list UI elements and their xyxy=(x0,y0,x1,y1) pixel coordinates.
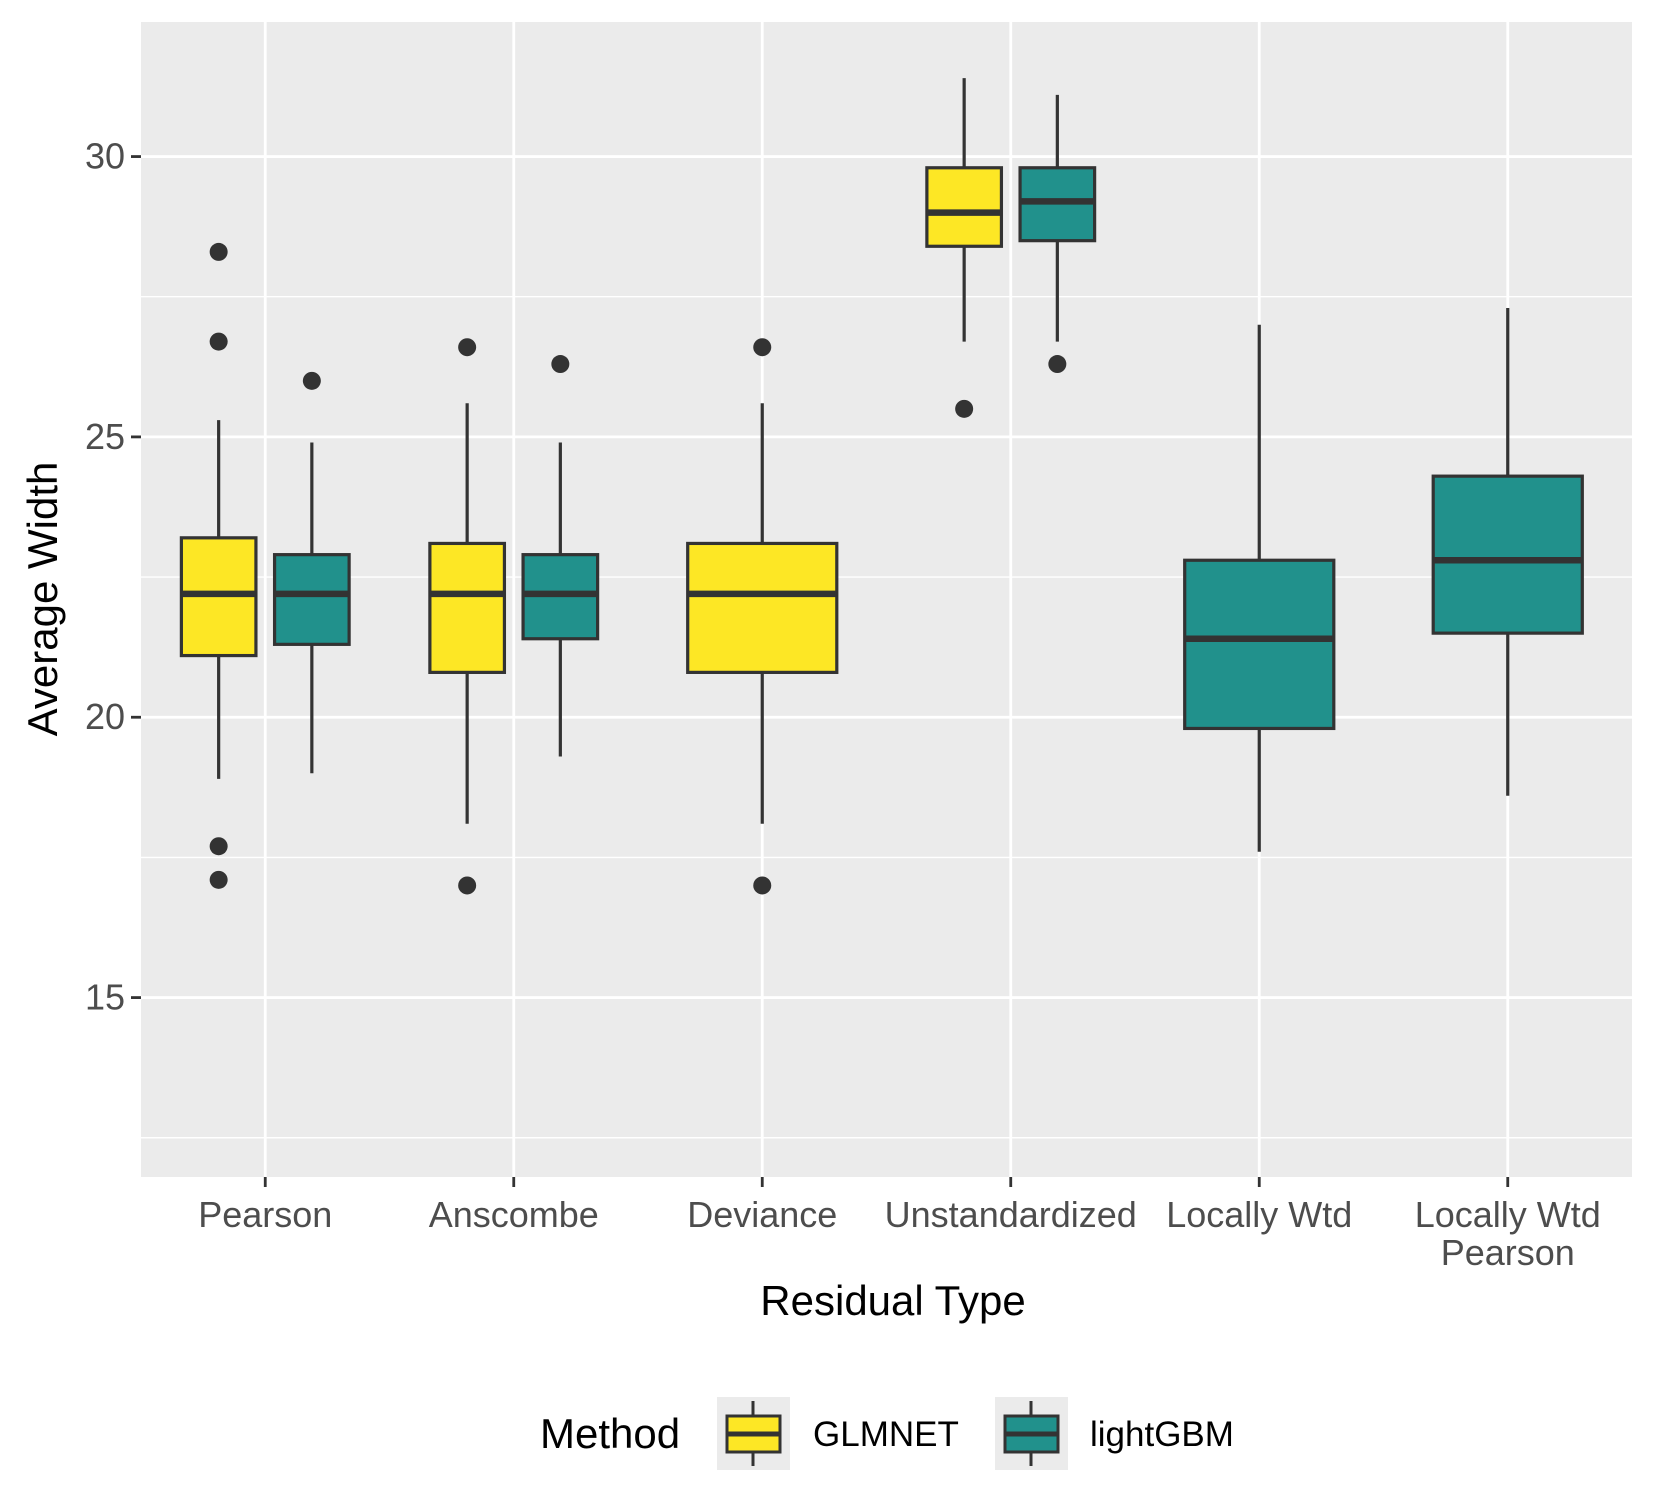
outlier-point-glmnet-0-2 xyxy=(209,837,228,856)
box-lightgbm-1 xyxy=(521,355,600,757)
box-body-glmnet-2 xyxy=(686,541,839,674)
outlier-point-glmnet-0-3 xyxy=(209,870,228,889)
y-tick-label-2: 25 xyxy=(85,416,125,457)
outlier-point-lightgbm-1-0 xyxy=(551,355,570,374)
y-tick-label-0: 15 xyxy=(85,977,125,1018)
outlier-point-glmnet-1-0 xyxy=(458,338,477,357)
outlier-point-glmnet-3-0 xyxy=(955,399,974,418)
x-tick-label-0: Pearson xyxy=(198,1194,332,1235)
box-glmnet-3 xyxy=(925,78,1004,418)
y-axis: 15 20 25 30 xyxy=(85,136,141,1018)
x-axis: Pearson Anscombe Deviance Unstandardized Loc… xyxy=(198,1177,1601,1273)
outlier-point-lightgbm-2-0 xyxy=(1048,355,1067,374)
box-lightgbm-2 xyxy=(1018,94,1097,374)
box-lightgbm-3 xyxy=(1183,324,1336,852)
legend-label-lightgbm: lightGBM xyxy=(1090,1415,1234,1454)
x-tick-label-5: Locally Wtd Pearson xyxy=(1415,1194,1601,1273)
box-body-lightgbm-3 xyxy=(1183,558,1336,731)
x-tick-label-4: Locally Wtd xyxy=(1166,1194,1352,1235)
outlier-point-glmnet-2-1 xyxy=(753,876,772,895)
box-glmnet-1 xyxy=(428,338,507,895)
x-tick-label-3: Unstandardized xyxy=(885,1194,1137,1235)
x-axis-title: Residual Type xyxy=(760,1277,1025,1324)
legend: Method GLMNET lightGBM xyxy=(540,1397,1234,1470)
box-body-lightgbm-0 xyxy=(272,553,351,646)
box-glmnet-2 xyxy=(686,338,839,895)
box-lightgbm-0 xyxy=(272,371,351,774)
legend-title: Method xyxy=(540,1410,680,1457)
outlier-point-glmnet-1-1 xyxy=(458,876,477,895)
y-tick-label-3: 30 xyxy=(85,136,125,177)
legend-key-lightgbm xyxy=(995,1397,1068,1470)
outlier-point-glmnet-0-0 xyxy=(209,242,228,261)
minor-gridlines xyxy=(141,296,1632,1139)
legend-label-glmnet: GLMNET xyxy=(813,1415,959,1454)
outlier-point-lightgbm-0-0 xyxy=(302,371,321,390)
box-glmnet-0 xyxy=(179,242,258,889)
x-tick-label-2: Deviance xyxy=(687,1194,837,1235)
box-body-glmnet-3 xyxy=(925,166,1004,248)
box-body-lightgbm-4 xyxy=(1431,474,1584,635)
boxes-layer xyxy=(179,78,1584,895)
box-lightgbm-4 xyxy=(1431,307,1584,796)
x-tick-label-1: Anscombe xyxy=(429,1194,599,1235)
panel-background xyxy=(141,22,1632,1177)
outlier-point-glmnet-0-1 xyxy=(209,332,228,351)
box-body-glmnet-1 xyxy=(428,541,507,674)
y-tick-label-1: 20 xyxy=(85,696,125,737)
legend-key-glmnet xyxy=(717,1397,790,1470)
y-axis-title: Average Width xyxy=(19,462,66,737)
outlier-point-glmnet-2-0 xyxy=(753,338,772,357)
